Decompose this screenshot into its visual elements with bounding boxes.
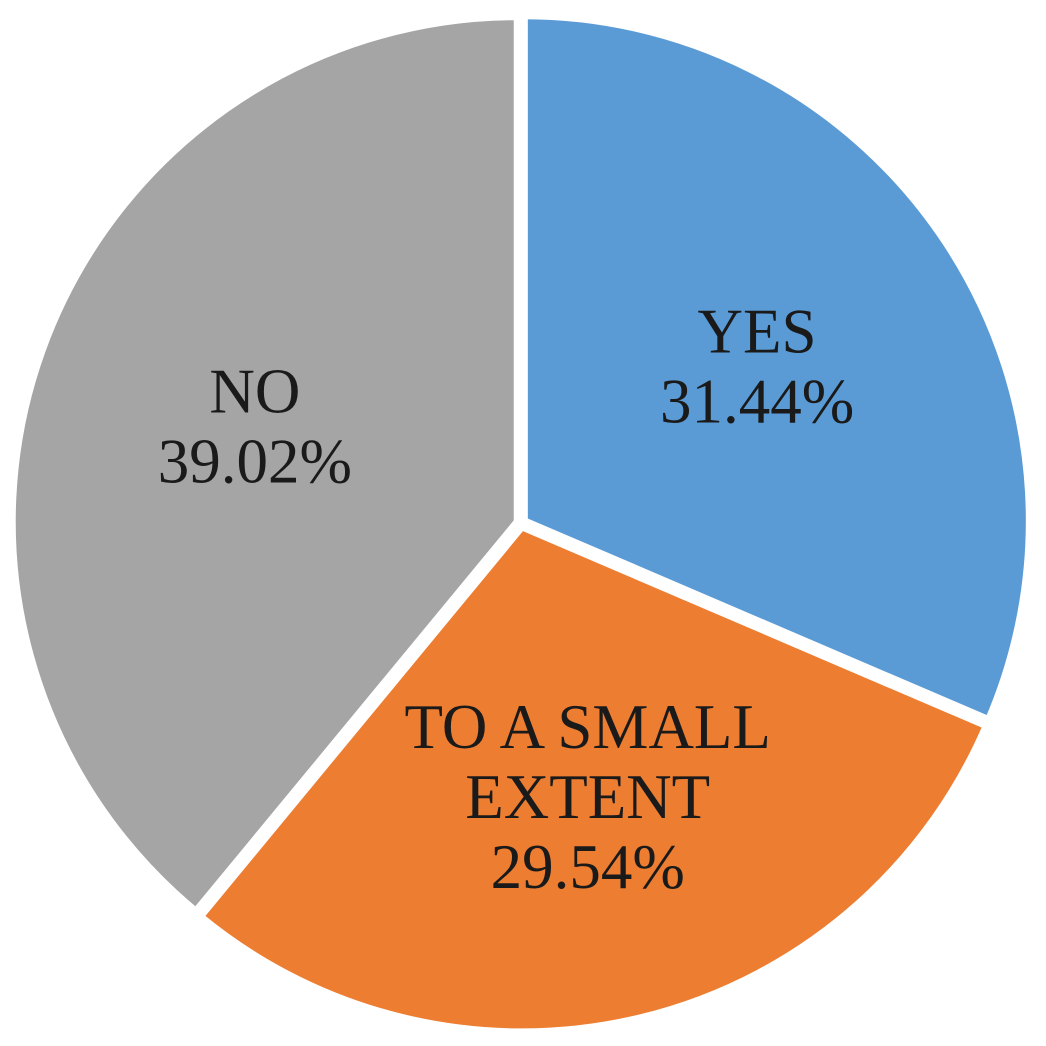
pie-slices: [8, 12, 1033, 1036]
slice-value-label: 31.44%: [660, 366, 854, 436]
pie-data-label-1: TO A SMALL EXTENT 29.54%: [405, 692, 771, 902]
slice-value-label: 39.02%: [158, 426, 352, 496]
pie-slice-0: [520, 12, 1033, 725]
pie-data-label-0: YES 31.44%: [660, 296, 854, 436]
slice-category-label: TO A SMALL: [405, 692, 771, 762]
slice-value-label: 29.54%: [491, 832, 685, 902]
pie-slice-2: [8, 13, 521, 917]
slice-category-label: EXTENT: [465, 762, 710, 832]
pie-data-label-2: NO 39.02%: [158, 356, 352, 496]
slice-category-label: NO: [209, 356, 300, 426]
slice-category-label: YES: [698, 296, 817, 366]
pie-labels: YES 31.44% TO A SMALL EXTENT 29.54% NO 39.02%: [158, 296, 854, 902]
pie-slice-1: [195, 522, 991, 1036]
